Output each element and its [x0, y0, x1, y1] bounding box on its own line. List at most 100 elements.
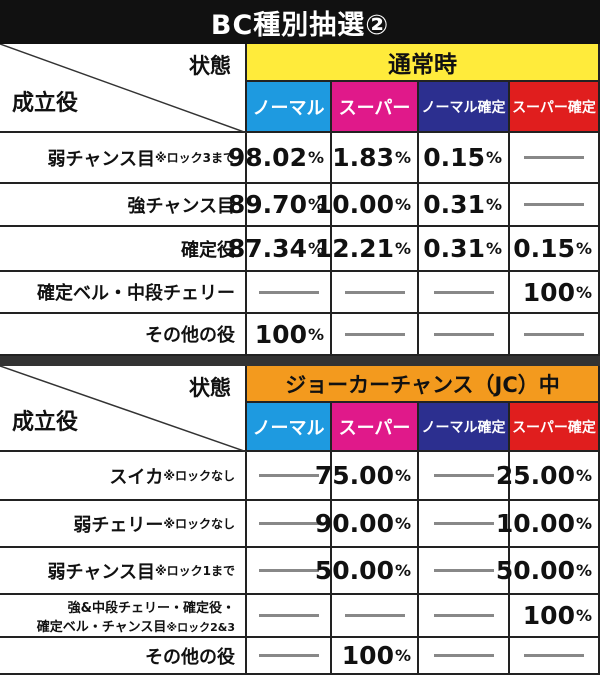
role-name: 弱チャンス目: [47, 561, 155, 583]
role-cell: 強チャンス目: [0, 184, 247, 227]
value-cell: 25.00%: [496, 452, 600, 501]
table-jc-state: 状態 成立役 ジョーカーチャンス（JC）中 ノーマル スーパー ノーマル確定 スーパー確定ス…: [0, 366, 600, 675]
tag-super: スーパー: [332, 403, 419, 452]
value-number: 0.15: [513, 234, 575, 263]
value-cell: 0.31%: [419, 184, 510, 227]
header-corner-cell: 状態成立役: [0, 44, 247, 133]
value-cell: 0.31%: [419, 227, 510, 272]
value-cell: 50.00%: [496, 548, 600, 595]
role-name: 弱チャンス目: [47, 148, 155, 170]
empty-dash: [419, 314, 510, 356]
value-number: 10.00: [314, 190, 394, 219]
percent-sign: %: [394, 466, 411, 485]
value-cell: 12.21%: [315, 227, 419, 272]
dash-line: [433, 569, 494, 572]
value-cell: 75.00%: [315, 452, 419, 501]
percent-sign: %: [485, 195, 502, 214]
tag-super-confirm: スーパー確定: [510, 403, 600, 452]
role-name: 強&中段チェリー・確定役・: [67, 600, 235, 616]
role-name: 弱チェリー: [73, 514, 164, 536]
role-note: ※ロック1まで: [154, 564, 235, 578]
role-cell: 強&中段チェリー・確定役・ 確定ベル・チャンス目※ロック2&3: [0, 595, 247, 638]
state-name: ジョーカーチャンス（JC）中: [247, 366, 600, 403]
empty-dash: [510, 314, 600, 356]
value-number: 100: [522, 277, 575, 307]
value-cell: 100%: [510, 595, 600, 638]
role-cell: その他の役: [0, 314, 247, 356]
role-name: 強チャンス目: [127, 195, 235, 217]
role-name: その他の役: [145, 646, 235, 668]
value-cell: 90.00%: [315, 501, 419, 548]
dash-line: [524, 156, 584, 159]
role-label: 成立役: [12, 91, 79, 116]
value-number: 0.31: [423, 234, 485, 263]
empty-dash: [247, 501, 332, 548]
percent-sign: %: [394, 561, 411, 580]
tag-super-confirm: スーパー確定: [510, 82, 600, 133]
percent-sign: %: [575, 239, 592, 258]
tag-normal: ノーマル: [247, 82, 332, 133]
dash-line: [433, 332, 494, 336]
role-note: ※ロックなし: [163, 517, 235, 531]
empty-dash: [510, 638, 600, 675]
role-cell: 確定役: [0, 227, 247, 272]
tag-normal-confirm: ノーマル確定: [419, 82, 510, 133]
diagonal-divider: [0, 366, 247, 452]
dash-line: [524, 203, 584, 206]
role-cell: 弱チェリー ※ロックなし: [0, 501, 247, 548]
value-number: 1.83: [332, 143, 394, 172]
role-label: 成立役: [12, 410, 79, 435]
percent-sign: %: [575, 466, 592, 485]
role-cell: 弱チャンス目 ※ロック3まで: [0, 133, 247, 184]
empty-dash: [247, 452, 332, 501]
tag-normal-confirm: ノーマル確定: [419, 403, 510, 452]
empty-dash: [419, 638, 510, 675]
value-number: 50.00: [314, 556, 394, 585]
value-number: 0.31: [423, 190, 485, 219]
percent-sign: %: [307, 195, 324, 214]
empty-dash: [332, 272, 419, 314]
role-name: 確定役: [181, 239, 235, 261]
value-number: 87.34: [227, 234, 307, 263]
empty-dash: [510, 133, 600, 184]
dash-line: [258, 569, 319, 572]
tag-normal: ノーマル: [247, 403, 332, 452]
state-label: 状態: [189, 54, 231, 78]
role-note: ※ロック3まで: [154, 151, 235, 165]
value-cell: 10.00%: [496, 501, 600, 548]
empty-dash: [419, 595, 510, 638]
value-cell: 0.15%: [510, 227, 600, 272]
dash-line: [524, 654, 584, 657]
value-number: 100: [254, 319, 307, 349]
value-number: 89.70: [227, 190, 307, 219]
page-title: BC種別抽選②: [0, 0, 600, 44]
section-divider: [0, 356, 600, 366]
empty-dash: [247, 548, 332, 595]
dash-line: [433, 654, 494, 657]
state-label: 状態: [189, 376, 231, 400]
role-name: 確定ベル・中段チェリー: [37, 283, 235, 304]
dash-line: [524, 332, 584, 336]
table-normal-state: 状態 成立役 通常時 ノーマル スーパー ノーマル確定 スーパー確定 弱チャンス目 ※ロック3ま…: [0, 44, 600, 356]
percent-sign: %: [394, 514, 411, 533]
empty-dash: [332, 595, 419, 638]
dash-line: [258, 522, 319, 525]
percent-sign: %: [575, 514, 592, 533]
percent-sign: %: [307, 239, 324, 258]
percent-sign: %: [485, 148, 502, 167]
value-number: 10.00: [495, 509, 575, 538]
empty-dash: [247, 638, 332, 675]
value-cell: 100%: [510, 272, 600, 314]
percent-sign: %: [394, 646, 411, 665]
dash-line: [258, 474, 319, 477]
dash-line: [344, 332, 405, 336]
percent-sign: %: [575, 282, 592, 302]
diagonal-divider: [0, 44, 247, 133]
value-number: 100: [341, 641, 394, 670]
value-number: 25.00: [495, 461, 575, 490]
dash-line: [433, 614, 494, 617]
empty-dash: [419, 501, 510, 548]
empty-dash: [419, 452, 510, 501]
value-cell: 100%: [332, 638, 419, 675]
role-cell: その他の役: [0, 638, 247, 675]
